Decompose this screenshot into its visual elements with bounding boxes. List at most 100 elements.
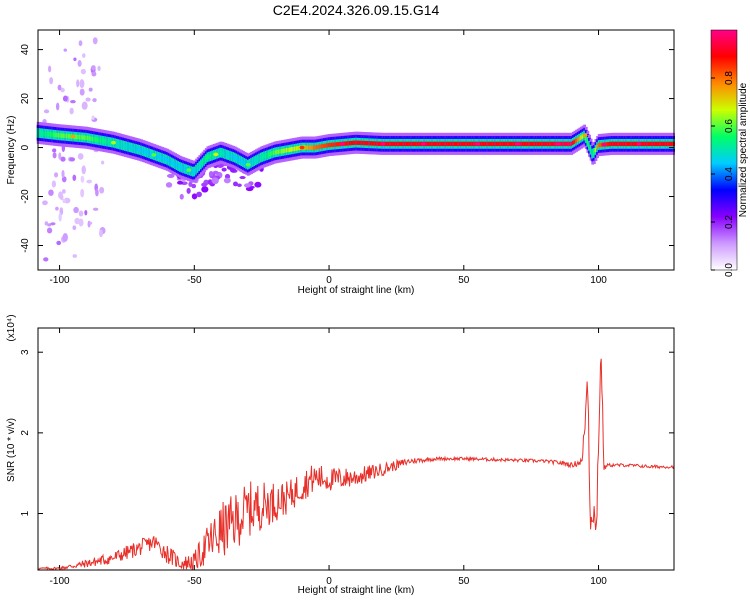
heatmap-ridge-cell	[190, 168, 194, 174]
heatmap-ridge-cell	[424, 141, 428, 147]
heatmap-ridge-cell	[644, 141, 648, 147]
heatmap-ridge-cell	[539, 141, 543, 147]
heatmap-ridge-cell	[80, 135, 84, 140]
colorbar-tick-label: 0.4	[724, 167, 735, 181]
snr-frame	[37, 327, 675, 571]
heatmap-noise-cell	[191, 193, 198, 200]
heatmap-ridge-cell	[537, 141, 541, 147]
heatmap-ridge-cell	[183, 166, 187, 171]
heatmap-ridge-cell	[172, 161, 176, 166]
heatmap-ridge-cell	[272, 150, 276, 156]
heatmap-noise-cell	[97, 65, 101, 72]
heatmap-ridge-cell	[437, 141, 441, 147]
heatmap-ridge-cell	[628, 141, 632, 147]
heatmap-ridge-cell	[505, 141, 509, 147]
heatmap-ridge-cell	[450, 141, 454, 147]
heatmap-ridge-cell	[649, 141, 653, 147]
heatmap-ridge-cell	[402, 141, 405, 147]
heatmap-ridge-cell	[102, 138, 106, 144]
heatmap-ridge-cell	[59, 133, 63, 138]
heatmap-ridge-cell	[377, 141, 381, 146]
heatmap-ridge-cell	[633, 141, 637, 147]
heatmap-ridge-cell	[65, 133, 69, 139]
heatmap-ridge-cell	[508, 141, 512, 147]
heatmap-ridge-cell	[356, 140, 360, 145]
heatmap-noise-cell	[61, 169, 65, 178]
heatmap-ridge-cell	[211, 153, 215, 158]
heatmap-ridge-cell	[607, 141, 611, 147]
heatmap-noise-cell	[245, 186, 254, 192]
heatmap-ridge-cell	[612, 141, 616, 147]
heatmap-ridge-cell	[406, 141, 410, 147]
heatmap-ridge-cell	[86, 135, 90, 141]
heatmap-ridge-cell	[122, 143, 126, 148]
snr-xtick-label: 100	[590, 576, 607, 587]
heatmap-ridge-cell	[364, 140, 368, 146]
heatmap-ridge-cell	[90, 136, 93, 141]
heatmap-ridge-cell	[352, 140, 355, 146]
heatmap-ridge-cell	[374, 141, 378, 146]
heatmap-ridge-cell	[94, 137, 98, 142]
heatmap-ridge-cell	[597, 142, 601, 148]
heatmap-ridge-cell	[575, 138, 578, 143]
heatmap-noise-cell	[72, 174, 77, 181]
heatmap-noise-cell	[58, 212, 62, 222]
spectrogram-ytick-label: -20	[20, 189, 31, 204]
heatmap-ridge-cell	[46, 131, 50, 137]
heatmap-ridge-cell	[282, 148, 286, 154]
heatmap-ridge-cell	[523, 141, 527, 147]
heatmap-ridge-cell	[418, 141, 422, 147]
heatmap-ridge-cell	[573, 139, 577, 145]
heatmap-ridge-cell	[148, 151, 152, 156]
heatmap-ridge-cell	[201, 160, 205, 165]
heatmap-noise-cell	[201, 182, 208, 187]
heatmap-ridge-cell	[654, 141, 658, 147]
heatmap-ridge-cell	[279, 149, 283, 154]
heatmap-ridge-cell	[62, 133, 66, 138]
heatmap-noise-cell	[223, 177, 231, 184]
heatmap-ridge-cell	[439, 141, 443, 147]
heatmap-ridge-cell	[659, 141, 663, 147]
heatmap-ridge-cell	[385, 141, 389, 147]
heatmap-ridge-cell	[127, 144, 131, 149]
heatmap-noise-cell	[101, 160, 105, 165]
snr-xtick-label: -50	[187, 576, 202, 587]
heatmap-ridge-cell	[361, 140, 365, 146]
heatmap-ridge-cell	[308, 145, 312, 150]
spectrogram-xtick-label: 100	[590, 275, 607, 286]
heatmap-ridge-cell	[389, 141, 393, 147]
heatmap-ridge-cell	[49, 132, 53, 137]
heatmap-ridge-cell	[38, 130, 42, 136]
heatmap-ridge-cell	[39, 131, 43, 136]
heatmap-ridge-cell	[526, 141, 530, 147]
heatmap-ridge-cell	[295, 146, 299, 151]
heatmap-ridge-cell	[455, 141, 459, 147]
heatmap-ridge-cell	[237, 157, 241, 162]
heatmap-ridge-cell	[510, 141, 514, 147]
heatmap-ridge-cell	[157, 154, 161, 160]
heatmap-noise-cell	[43, 257, 49, 262]
heatmap-ridge-cell	[243, 160, 247, 166]
heatmap-noise-cell	[47, 223, 52, 227]
heatmap-ridge-cell	[285, 148, 289, 153]
heatmap-ridge-cell	[584, 135, 588, 141]
snr-ytick-label: 3	[20, 349, 31, 355]
heatmap-ridge-cell	[224, 151, 228, 157]
heatmap-ridge-cell	[311, 145, 315, 150]
heatmap-ridge-cell	[217, 151, 221, 156]
heatmap-ridge-cell	[232, 154, 236, 160]
heatmap-ridge-cell	[500, 141, 504, 147]
heatmap-peak-cell	[186, 168, 192, 172]
heatmap-ridge-cell	[592, 150, 596, 156]
heatmap-noise-cell	[92, 207, 99, 211]
heatmap-noise-cell	[236, 183, 242, 188]
heatmap-ridge-cell	[363, 140, 367, 146]
colorbar-tick-label: 0.6	[724, 119, 735, 133]
heatmap-ridge-cell	[588, 143, 591, 148]
heatmap-peak-cell	[601, 142, 607, 147]
heatmap-ridge-cell	[487, 141, 491, 147]
heatmap-ridge-cell	[107, 139, 111, 145]
heatmap-ridge-cell	[570, 141, 574, 147]
heatmap-ridge-cell	[549, 141, 553, 147]
heatmap-ridge-cell	[565, 141, 569, 147]
